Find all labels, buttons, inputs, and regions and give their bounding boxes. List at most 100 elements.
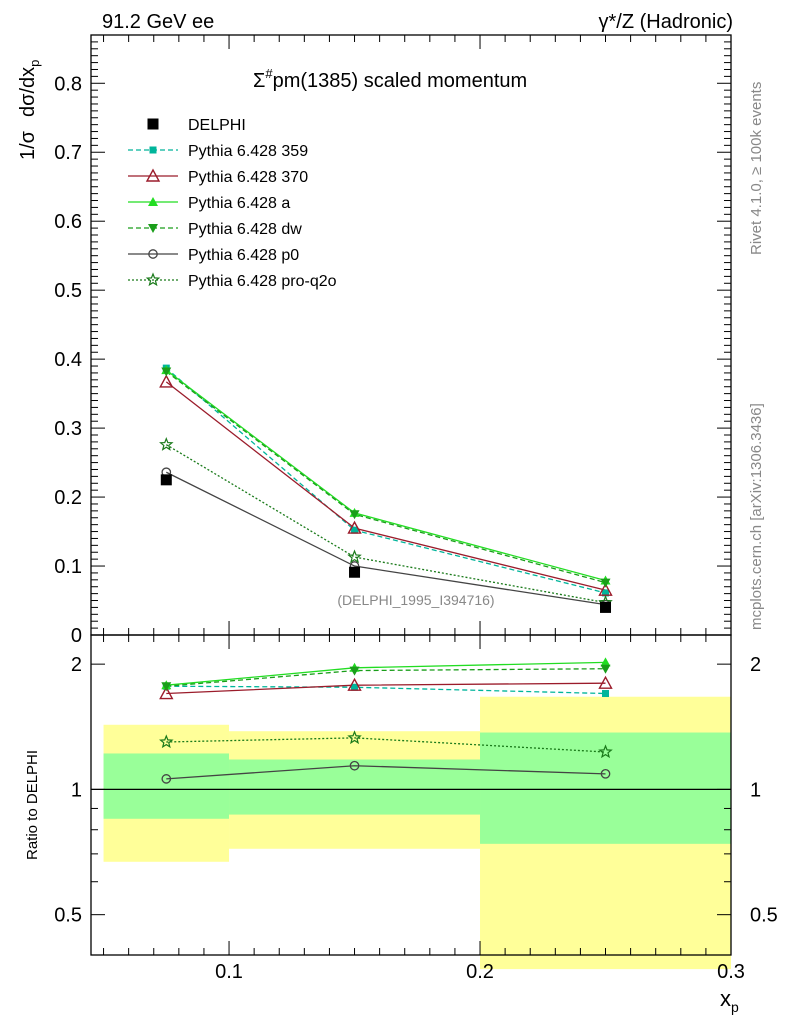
legend-marker-0 <box>147 118 159 130</box>
ratio-bands <box>103 696 731 970</box>
ratio-series-1-point-1 <box>347 677 362 691</box>
main-y-tick-label-8: 0.8 <box>54 73 82 95</box>
main-series-5-point-0 <box>159 437 174 451</box>
ratio-series-4-point-1 <box>349 760 360 771</box>
header-energy-label: 91.2 GeV ee <box>102 11 214 33</box>
ratio-y-tick-label-left-1: 1 <box>71 779 82 801</box>
mcplots-label: mcplots.cern.ch [arXiv:1306.3436] <box>748 403 765 630</box>
main-y-tick-label-6: 0.6 <box>54 211 82 233</box>
main-y-tick-label-7: 0.7 <box>54 142 82 164</box>
main-ticks: 0 0.1 0.2 0.3 0.4 0.5 0.6 0.7 0.8 <box>54 34 732 647</box>
svg-text:1/σdσ/dxp: 1/σ dσ/dxp <box>17 60 42 160</box>
header-process-label: γ*/Z (Hadronic) <box>599 11 733 33</box>
y-axis-label-ratio: Ratio to DELPHI <box>24 750 41 860</box>
y-label-prefix: 1/σ <box>17 130 39 160</box>
ratio-series-5-point-0 <box>159 734 174 749</box>
legend-marker-2 <box>145 168 161 182</box>
legend-label-1: Pythia 6.428 359 <box>188 143 308 160</box>
x-tick-labels: 0.1 0.2 0.3 <box>215 961 745 983</box>
y-label-subscript: p <box>27 60 42 67</box>
main-series-1-point-1 <box>347 520 362 534</box>
main-y-tick-label-2: 0.2 <box>54 487 82 509</box>
x-axis-label: xp <box>720 986 739 1015</box>
ratio-y-tick-label-left-0: 0.5 <box>54 905 82 927</box>
y-label-dsigma: dσ/dx <box>17 67 39 117</box>
chart-title-rest: pm(1385) scaled momentum <box>273 70 528 92</box>
ratio-series-0-point-1 <box>351 683 359 691</box>
ratio-series-5-point-2 <box>598 744 613 759</box>
main-y-tick-label-5: 0.5 <box>54 280 82 302</box>
main-y-tick-label-4: 0.4 <box>54 349 82 371</box>
main-series-3-point-2 <box>600 578 611 588</box>
ratio-y-tick-label-right-0: 0.5 <box>750 905 778 927</box>
legend-label-4: Pythia 6.428 dw <box>188 221 302 238</box>
main-series-5-point-1 <box>347 549 362 564</box>
data-point-2 <box>600 601 612 613</box>
chart-title-sigma: Σ <box>253 70 265 92</box>
x-tick-label-0: 0.1 <box>215 961 243 983</box>
ratio-band-inner-1 <box>229 759 481 815</box>
ratio-band-inner-2 <box>480 732 731 844</box>
legend-marker-3 <box>148 197 158 206</box>
data-point-1 <box>349 566 361 578</box>
main-series-line-0 <box>165 367 606 594</box>
ratio-curves <box>159 657 613 784</box>
main-curves <box>159 364 613 613</box>
ratio-series-1-point-2 <box>598 675 613 689</box>
main-series-0-point-2 <box>602 589 610 597</box>
ratio-series-2-point-2 <box>600 657 611 667</box>
legend-marker-6 <box>145 272 161 287</box>
data-point-0 <box>160 474 172 486</box>
ratio-panel-frame <box>90 634 732 956</box>
legend-marker-4 <box>148 224 158 233</box>
ratio-series-5-point-1 <box>347 730 362 745</box>
main-series-line-1 <box>165 381 606 591</box>
y-axis-label-main: 1/σ dσ/dxp <box>17 60 42 160</box>
chart-title-superscript: # <box>265 66 273 81</box>
main-panel-frame <box>90 34 732 636</box>
main-series-3-point-1 <box>349 510 360 520</box>
ratio-series-line-5 <box>166 737 606 753</box>
chart-title: Σ#pm(1385) scaled momentum <box>253 66 527 92</box>
legend-label-0: DELPHI <box>188 117 246 134</box>
main-y-tick-label-0: 0 <box>71 625 82 647</box>
ratio-series-line-2 <box>166 661 606 686</box>
ratio-series-line-0 <box>166 685 606 695</box>
main-series-0-point-1 <box>351 526 359 534</box>
ratio-series-line-4 <box>166 765 606 780</box>
ratio-band-inner-0 <box>103 753 230 819</box>
main-series-1-point-0 <box>159 374 174 388</box>
ratio-panel: 0.5 0.5 1 1 2 2 <box>54 634 778 970</box>
x-label-subscript: p <box>731 999 739 1015</box>
x-label-base: x <box>720 986 731 1011</box>
ratio-series-1-point-0 <box>159 686 174 700</box>
legend-label-5: Pythia 6.428 p0 <box>188 247 299 264</box>
ratio-y-tick-label-right-1: 1 <box>750 779 761 801</box>
legend-label-6: Pythia 6.428 pro-q2o <box>188 273 337 290</box>
main-series-line-4 <box>166 471 606 606</box>
ratio-y-tick-label-left-2: 2 <box>71 654 82 676</box>
legend-marker-1 <box>149 146 157 154</box>
rivet-version-label: Rivet 4.1.0, ≥ 100k events <box>748 82 765 255</box>
legend: DELPHI Pythia 6.428 359 Pythia 6.428 370 Py… <box>128 117 337 290</box>
ratio-series-3-point-2 <box>600 664 611 674</box>
legend-label-3: Pythia 6.428 a <box>188 195 290 212</box>
ratio-series-0-point-2 <box>602 690 610 698</box>
ratio-series-4-point-0 <box>161 774 172 784</box>
main-y-tick-label-1: 0.1 <box>54 556 82 578</box>
main-series-line-5 <box>165 444 606 604</box>
ratio-ticks: 0.5 0.5 1 1 2 2 <box>54 635 778 956</box>
x-tick-label-2: 0.3 <box>717 961 745 983</box>
x-tick-label-1: 0.2 <box>466 961 494 983</box>
main-series-3-point-0 <box>161 367 172 377</box>
main-y-tick-label-3: 0.3 <box>54 418 82 440</box>
ratio-y-tick-label-right-2: 2 <box>750 654 761 676</box>
ratio-series-3-point-0 <box>161 682 172 692</box>
ratio-series-4-point-2 <box>600 768 611 779</box>
ratio-series-3-point-1 <box>349 666 360 676</box>
analysis-watermark: (DELPHI_1995_I394716) <box>337 592 494 608</box>
legend-label-2: Pythia 6.428 370 <box>188 169 308 186</box>
main-series-line-2 <box>165 369 606 582</box>
main-series-line-3 <box>165 371 606 584</box>
